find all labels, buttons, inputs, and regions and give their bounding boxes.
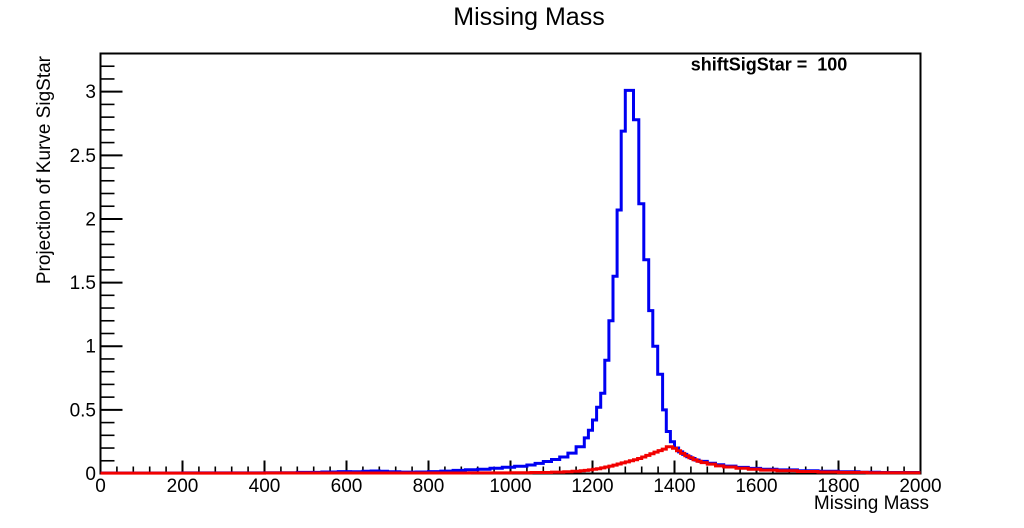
y-tick-label: 1 — [85, 337, 96, 358]
chart-title: Missing Mass — [453, 3, 604, 31]
x-tick-label: 1000 — [489, 476, 531, 497]
y-axis-title: Projection of Kurve SigStar — [34, 55, 55, 284]
y-tick-label: 2 — [85, 209, 96, 230]
x-tick-label: 1600 — [735, 476, 777, 497]
x-tick-label: 1400 — [653, 476, 695, 497]
x-tick-label: 2000 — [899, 476, 941, 497]
y-tick-label: 1.5 — [70, 273, 96, 294]
x-axis-tick-labels: 0 200 400 600 800 1000 1200 1400 1600 1800 2000 — [95, 476, 941, 497]
x-tick-label: 600 — [331, 476, 363, 497]
x-tick-label: 1200 — [571, 476, 613, 497]
x-axis-title: Missing Mass — [814, 493, 929, 514]
annotation-shift-sigstar: shiftSigStar = 100 — [691, 55, 848, 75]
series-signal-line — [100, 88, 921, 475]
y-axis-ticks — [100, 65, 123, 475]
y-tick-label: 3 — [85, 82, 96, 103]
y-axis-tick-labels: 0 0.5 1 1.5 2 2.5 3 — [70, 82, 96, 485]
x-tick-label: 1800 — [817, 476, 859, 497]
y-tick-label: 0 — [85, 464, 96, 485]
y-tick-label: 2.5 — [70, 146, 96, 167]
x-tick-label: 400 — [249, 476, 281, 497]
x-tick-label: 200 — [167, 476, 199, 497]
x-tick-label: 800 — [413, 476, 445, 497]
x-tick-label: 0 — [95, 476, 106, 497]
plot-frame — [99, 52, 922, 475]
series-shifted-line — [100, 445, 921, 475]
series-lines — [100, 88, 921, 475]
y-tick-label: 0.5 — [70, 400, 96, 421]
